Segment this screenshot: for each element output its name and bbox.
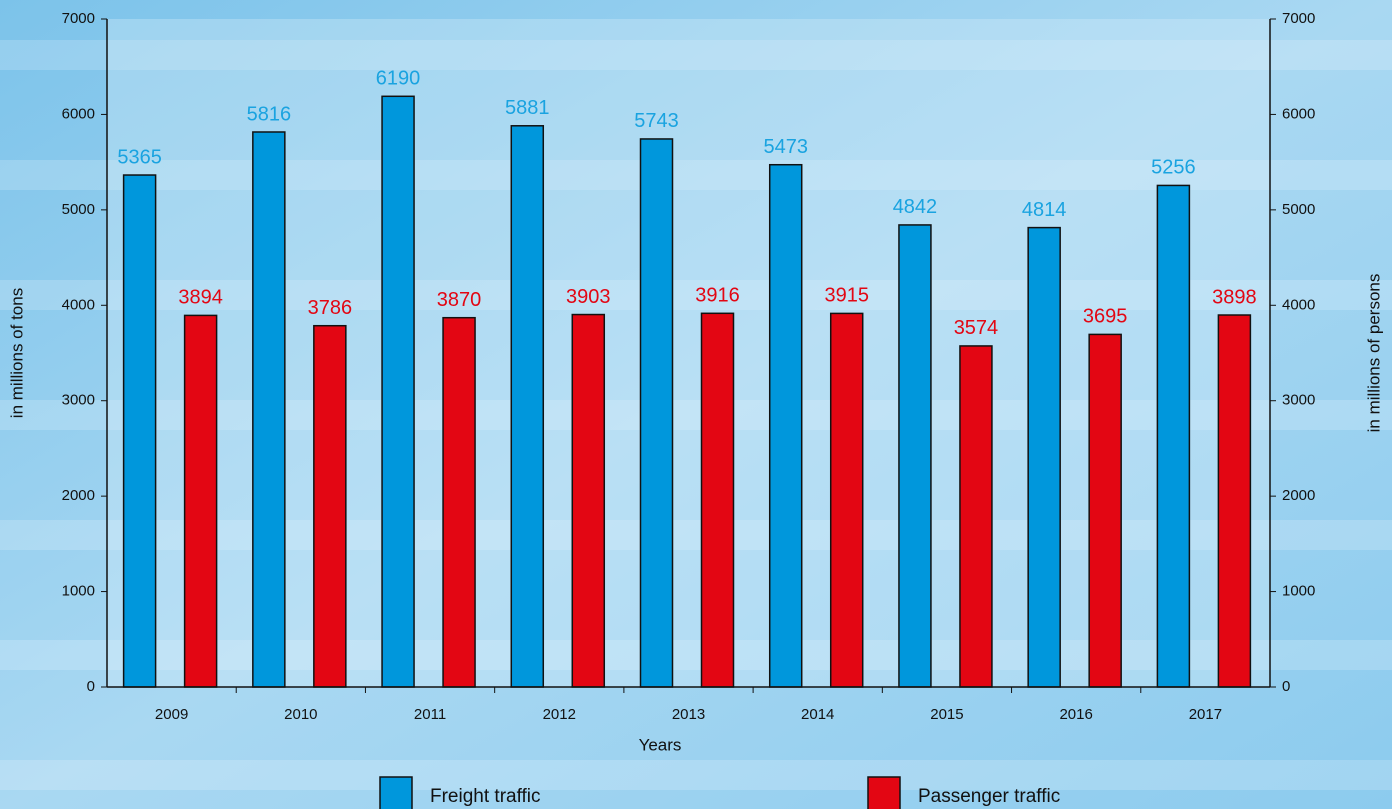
bar [1089,334,1121,687]
value-label: 3916 [695,285,740,307]
bar [770,165,802,687]
legend-swatch [380,777,412,809]
y-tick-label: 6000 [62,105,95,122]
legend-swatch [868,777,900,809]
y2-tick-label: 2000 [1282,487,1315,504]
bar [511,126,543,687]
bar [702,313,734,687]
value-label: 3915 [824,285,869,307]
y2-tick-label: 3000 [1282,392,1315,409]
bar [185,315,217,687]
y2-tick-label: 6000 [1282,105,1315,122]
bar [443,318,475,687]
x-tick-label: 2014 [801,706,834,723]
value-label: 5256 [1151,157,1196,179]
value-label: 4842 [893,196,938,218]
x-tick-label: 2013 [672,706,705,723]
x-tick-label: 2017 [1189,706,1222,723]
bar [1028,228,1060,687]
y2-tick-label: 0 [1282,678,1290,695]
y-tick-label: 4000 [62,296,95,313]
bar [382,96,414,687]
y2-tick-label: 5000 [1282,201,1315,218]
value-label: 3903 [566,286,611,308]
value-label: 3695 [1083,306,1128,328]
y-tick-label: 2000 [62,487,95,504]
y2-axis-title: in millions of persons [1364,274,1383,433]
value-label: 3898 [1212,286,1257,308]
value-label: 5473 [763,136,808,158]
y-tick-label: 1000 [62,583,95,600]
value-label: 5743 [634,110,679,132]
value-label: 5365 [117,146,162,168]
y2-tick-label: 7000 [1282,10,1315,27]
x-tick-label: 2015 [930,706,963,723]
x-tick-label: 2011 [414,706,446,723]
x-tick-label: 2016 [1059,706,1092,723]
x-axis-title: Years [639,735,682,754]
y2-tick-label: 4000 [1282,296,1315,313]
bar [641,139,673,687]
y-tick-label: 5000 [62,201,95,218]
legend-label: Passenger traffic [918,786,1060,807]
bar [572,315,604,687]
value-label: 3574 [954,317,999,339]
value-label: 3786 [308,297,353,319]
y-tick-label: 0 [87,678,95,695]
y-tick-label: 7000 [62,10,95,27]
bar [124,175,156,687]
bar [899,225,931,687]
x-tick-label: 2012 [543,706,576,723]
bar [960,346,992,687]
bar [253,132,285,687]
y2-tick-label: 1000 [1282,583,1315,600]
bar [831,313,863,687]
value-label: 3870 [437,289,482,311]
value-label: 3894 [178,287,223,309]
x-tick-label: 2009 [155,706,188,723]
bar [1218,315,1250,687]
page: {"chart_data": {"type": "bar", "categori… [0,0,1392,809]
value-label: 5881 [505,97,550,119]
x-tick-label: 2010 [284,706,317,723]
value-label: 5816 [247,103,292,125]
y-tick-label: 3000 [62,392,95,409]
y-axis-title: in millions of tons [7,288,26,418]
bar [314,326,346,687]
value-label: 4814 [1022,199,1067,221]
chart: Years in millions of tons in millions of… [0,0,1392,809]
value-label: 6190 [376,68,421,90]
legend-label: Freight traffic [430,786,541,807]
bar [1157,185,1189,687]
